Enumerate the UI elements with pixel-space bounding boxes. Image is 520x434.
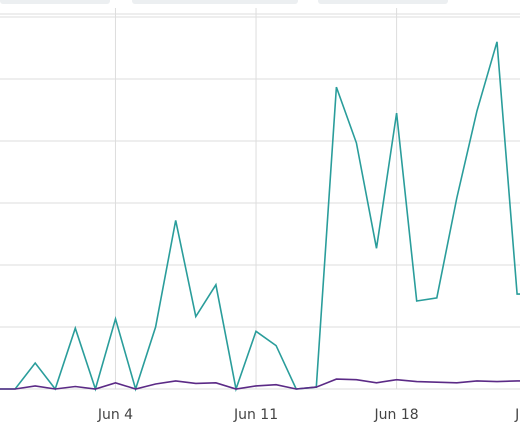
x-tick-label: Jun 18 <box>374 407 419 423</box>
grid-layer <box>0 8 520 390</box>
x-tick-label: Jun 4 <box>97 407 133 423</box>
toolbar-pill <box>0 0 110 4</box>
toolbar-pill <box>132 0 298 4</box>
top-toolbar-edge <box>0 0 520 5</box>
toolbar-pill <box>318 0 448 4</box>
x-axis-ticks: Jun 4 Jun 11 Jun 18 Jun 25 <box>97 407 520 423</box>
series-line <box>0 41 520 393</box>
series-layer <box>0 41 520 393</box>
x-tick-label: Jun 25 <box>514 407 520 423</box>
x-tick-label: Jun 11 <box>233 407 278 423</box>
series-line <box>0 378 520 390</box>
